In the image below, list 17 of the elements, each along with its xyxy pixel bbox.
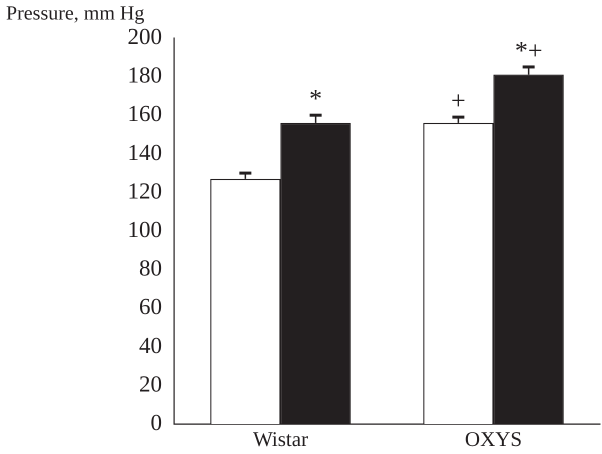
- y-tick-label: 160: [128, 101, 162, 126]
- y-tick-label: 60: [139, 294, 162, 320]
- y-tick-label: 200: [128, 24, 162, 50]
- y-tick-label: 80: [139, 256, 162, 281]
- y-tick-label: 100: [128, 217, 162, 242]
- y-axis-title: Pressure, mm Hg: [6, 2, 144, 24]
- y-tick-label: 20: [139, 371, 162, 396]
- y-tick-label: 120: [128, 178, 162, 204]
- annotation: +: [451, 86, 466, 115]
- y-tick-label: 40: [139, 332, 162, 358]
- x-tick-label: Wistar: [252, 427, 308, 452]
- annotation: *+: [514, 36, 542, 65]
- x-tick-label: OXYS: [464, 427, 522, 452]
- annotation: *: [309, 84, 322, 114]
- y-tick-label: 0: [150, 410, 162, 436]
- y-tick-label: 140: [128, 140, 162, 165]
- y-tick-label: 180: [128, 62, 162, 88]
